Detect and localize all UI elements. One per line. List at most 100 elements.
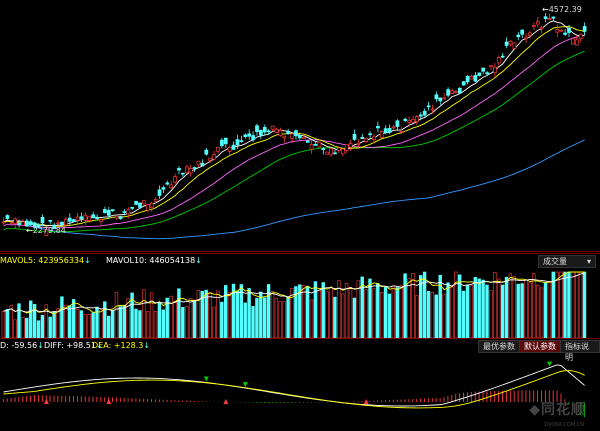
volume-bar bbox=[411, 273, 415, 338]
volume-bar bbox=[220, 301, 224, 338]
candle bbox=[325, 151, 330, 155]
volume-bar bbox=[255, 297, 259, 338]
candle bbox=[83, 212, 88, 225]
macd-chart[interactable] bbox=[0, 352, 600, 431]
volume-bar bbox=[298, 284, 302, 338]
candle bbox=[368, 131, 372, 139]
volume-bar bbox=[157, 302, 162, 338]
volume-bar bbox=[321, 282, 325, 338]
candle bbox=[106, 206, 111, 219]
volume-bar bbox=[461, 290, 466, 338]
volume-bar bbox=[208, 292, 212, 338]
volume-bar bbox=[134, 308, 138, 338]
volume-bar bbox=[578, 271, 583, 338]
candle bbox=[75, 212, 80, 226]
candle bbox=[114, 215, 119, 220]
volume-bar bbox=[352, 297, 357, 338]
candle bbox=[266, 129, 271, 135]
candle bbox=[391, 125, 396, 130]
volume-bar bbox=[204, 289, 208, 338]
volume-bar bbox=[317, 289, 321, 338]
volume-bar bbox=[348, 287, 353, 338]
candle bbox=[313, 141, 318, 146]
volume-bar bbox=[9, 305, 13, 338]
candle bbox=[5, 214, 10, 220]
default-params-button[interactable]: 默认参数 bbox=[519, 340, 561, 353]
candle bbox=[395, 119, 400, 132]
volume-bar bbox=[75, 309, 80, 338]
dea-value-label: DEA: +128.3↓ bbox=[92, 341, 151, 350]
volume-bar bbox=[239, 284, 243, 338]
volume-bar bbox=[142, 289, 146, 338]
candle bbox=[340, 148, 345, 157]
candle bbox=[442, 93, 447, 100]
candle bbox=[555, 24, 560, 38]
volume-bar bbox=[103, 301, 107, 338]
indicator-dropdown[interactable]: 成交量 ▾ bbox=[538, 255, 596, 268]
volume-bars[interactable] bbox=[0, 267, 600, 338]
volume-bar bbox=[110, 310, 115, 338]
price-chart-panel[interactable]: ←4572.39 ←2279.84 bbox=[0, 0, 600, 252]
volume-bar bbox=[364, 289, 368, 338]
candle bbox=[40, 214, 45, 227]
candle bbox=[44, 227, 49, 236]
ma10-line bbox=[3, 26, 585, 227]
mavol10-label: MAVOL10: 446054138↓ bbox=[106, 256, 202, 265]
candle bbox=[457, 87, 462, 94]
candle bbox=[578, 33, 583, 43]
volume-bar bbox=[5, 309, 10, 338]
candle bbox=[477, 72, 482, 77]
volume-chart-panel[interactable] bbox=[0, 267, 600, 338]
candle bbox=[251, 131, 255, 142]
candle bbox=[184, 164, 189, 174]
volume-bar bbox=[344, 283, 349, 338]
volume-bar bbox=[224, 285, 228, 338]
volume-bar bbox=[153, 311, 158, 338]
volume-bar bbox=[434, 294, 438, 338]
volume-bar bbox=[574, 271, 579, 338]
volume-bar bbox=[44, 304, 49, 338]
volume-bar bbox=[52, 311, 56, 338]
candle bbox=[504, 37, 509, 49]
candle bbox=[574, 35, 579, 46]
ma5-line bbox=[3, 20, 585, 227]
volume-bar bbox=[99, 309, 103, 338]
volume-bar bbox=[376, 283, 380, 338]
candle bbox=[376, 121, 380, 133]
candle bbox=[270, 125, 275, 132]
volume-bar bbox=[185, 306, 189, 338]
candle bbox=[200, 159, 205, 167]
diff-value-label: DIFF: +98.51↓ bbox=[44, 341, 103, 350]
volume-bar bbox=[13, 319, 17, 338]
volume-bar bbox=[17, 303, 21, 338]
candle bbox=[532, 22, 536, 31]
candle bbox=[142, 200, 146, 206]
volume-bar bbox=[387, 293, 392, 338]
candle bbox=[434, 91, 439, 102]
volume-bar bbox=[426, 291, 431, 338]
candle bbox=[516, 31, 521, 41]
candle bbox=[32, 221, 37, 230]
ma30-line bbox=[3, 50, 585, 233]
volume-bar bbox=[32, 303, 37, 338]
candlestick-chart[interactable] bbox=[0, 0, 600, 252]
macd-chart-panel[interactable]: ◆同花顺 10JQKA.COM.CN bbox=[0, 352, 600, 431]
volume-bar bbox=[227, 292, 232, 338]
candle bbox=[305, 140, 310, 143]
volume-bar bbox=[79, 310, 84, 338]
candle bbox=[21, 219, 25, 226]
mavol5-label: MAVOL5: 423956334↓ bbox=[0, 256, 91, 265]
chevron-down-icon: ▾ bbox=[586, 257, 591, 266]
volume-bar bbox=[305, 285, 310, 338]
candle bbox=[321, 147, 326, 155]
candle bbox=[208, 157, 213, 163]
candle bbox=[145, 204, 150, 213]
candle bbox=[454, 89, 458, 94]
volume-bar bbox=[477, 278, 481, 338]
volume-bar bbox=[301, 285, 306, 338]
candle bbox=[528, 31, 532, 39]
dropdown-label: 成交量 bbox=[543, 257, 567, 266]
volume-bar bbox=[399, 285, 403, 338]
candle bbox=[356, 138, 361, 148]
candle bbox=[535, 16, 540, 28]
